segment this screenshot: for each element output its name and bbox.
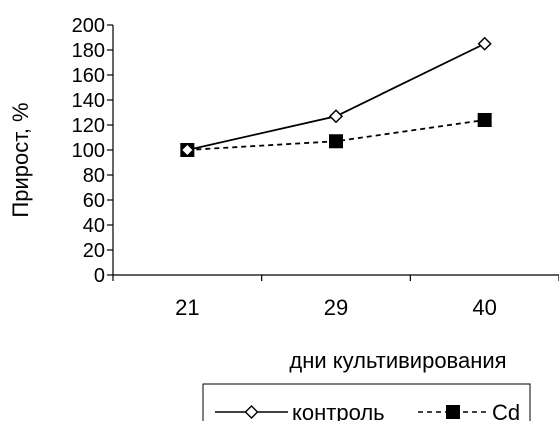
legend-marker-control	[244, 405, 259, 419]
y-axis-ticks: 0 20 40 60 80 100 120 140 160 180 200	[72, 15, 113, 287]
series-layer	[180, 36, 492, 158]
x-axis-title: дни культивирования	[289, 348, 506, 373]
x-tick-label: 29	[324, 295, 348, 320]
legend-box	[202, 383, 531, 421]
data-point-cd	[329, 134, 343, 149]
y-tick-label: 80	[83, 165, 105, 187]
y-tick-label: 160	[72, 65, 105, 87]
data-point-cd	[477, 113, 492, 127]
y-tick-label: 140	[72, 90, 105, 112]
y-tick-label: 120	[72, 115, 105, 137]
y-tick-label: 20	[83, 240, 105, 262]
y-tick-label: 0	[94, 265, 105, 287]
series-line-control	[187, 42, 486, 151]
legend: контроль Cd	[202, 383, 531, 421]
data-point-control	[180, 142, 195, 158]
x-axis-ticks: 21 29 40	[112, 275, 559, 320]
data-point-control	[328, 109, 344, 124]
y-tick-label: 60	[83, 190, 105, 212]
legend-label-control: контроль	[292, 400, 385, 421]
data-point-control	[477, 36, 492, 51]
y-tick-label: 100	[72, 140, 105, 162]
y-tick-label: 180	[72, 40, 105, 62]
y-tick-label: 200	[72, 15, 105, 37]
legend-label-cd: Cd	[492, 400, 520, 421]
x-tick-label: 21	[175, 295, 199, 320]
y-tick-label: 40	[83, 215, 105, 237]
legend-marker-cd	[446, 405, 460, 419]
y-axis-title: Прирост, %	[8, 102, 33, 217]
x-tick-label: 40	[472, 295, 496, 320]
